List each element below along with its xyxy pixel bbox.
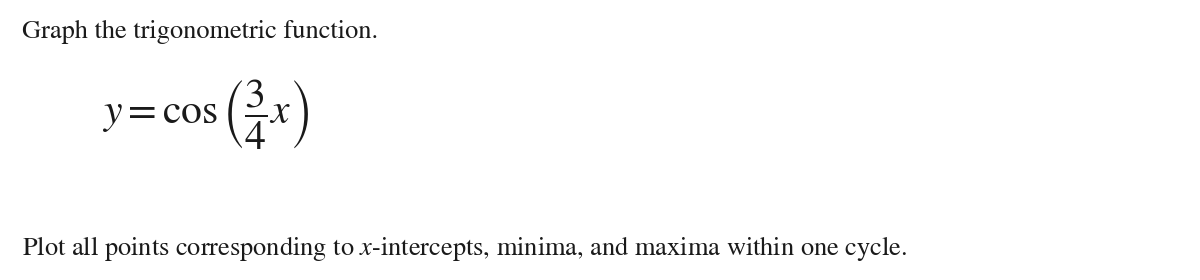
Text: Plot all points corresponding to $x$-intercepts, minima, and maxima within one c: Plot all points corresponding to $x$-int…: [22, 234, 907, 263]
Text: Graph the trigonometric function.: Graph the trigonometric function.: [22, 20, 378, 44]
Text: $y= \cos\left(\dfrac{3}{4}x\right)$: $y= \cos\left(\dfrac{3}{4}x\right)$: [102, 78, 308, 152]
